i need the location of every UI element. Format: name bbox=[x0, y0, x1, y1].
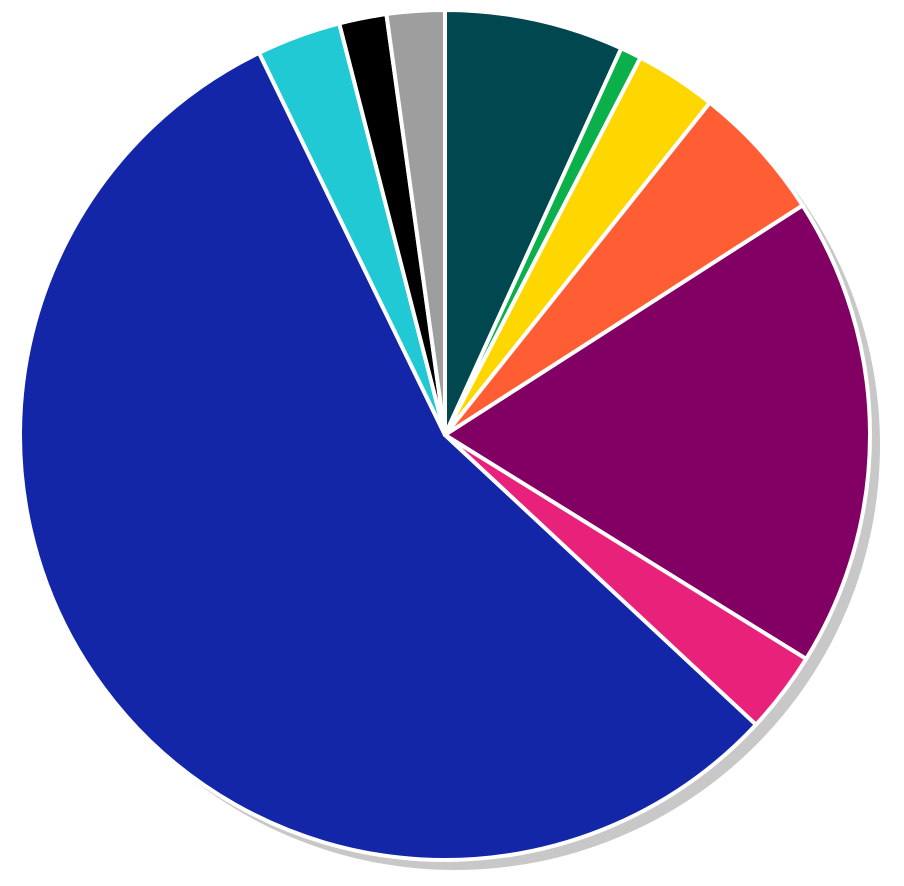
pie-slice bbox=[18, 50, 758, 862]
pie-slice bbox=[443, 8, 624, 437]
pie-slice bbox=[384, 8, 447, 437]
pie-slice bbox=[443, 100, 805, 437]
pie-slice bbox=[443, 203, 872, 661]
